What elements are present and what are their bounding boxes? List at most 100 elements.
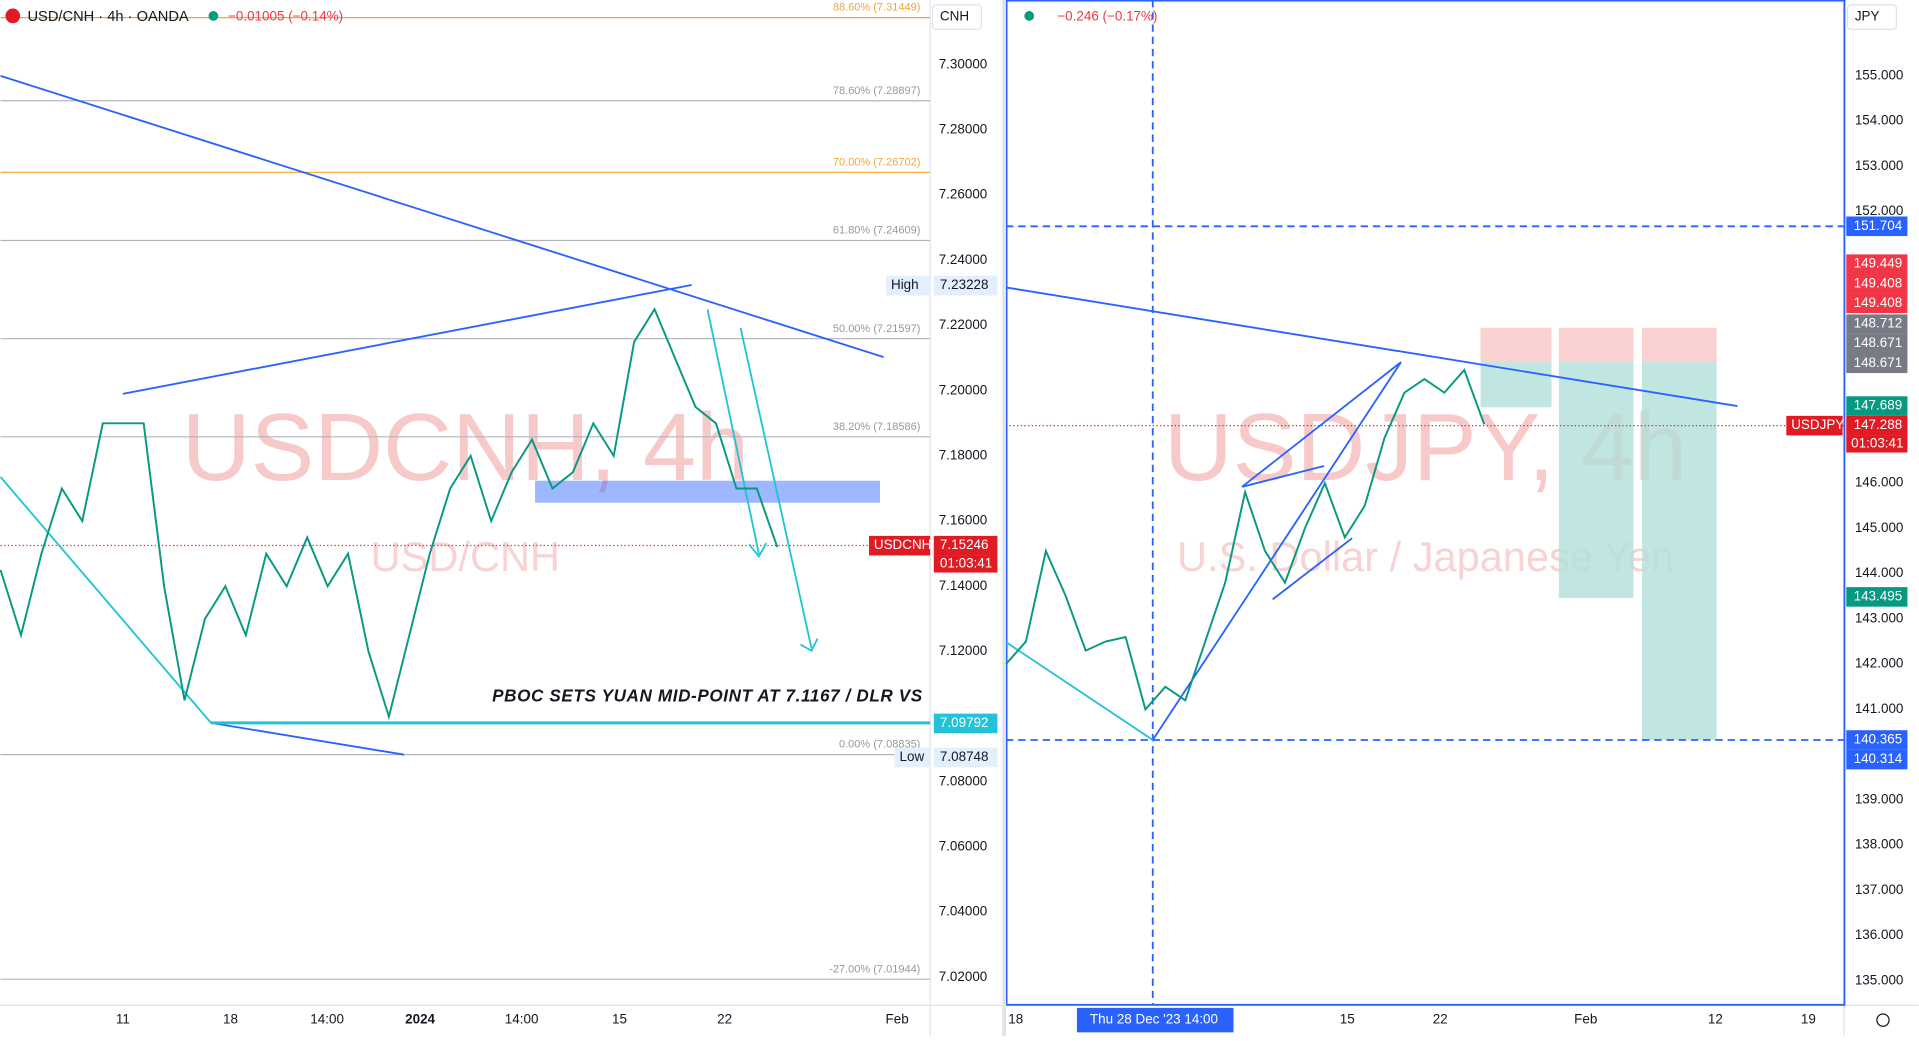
trendline	[1005, 641, 1154, 741]
price-badge-value: 140.314	[1854, 751, 1903, 766]
price-label: 154.000	[1855, 113, 1904, 128]
price-badge	[1846, 396, 1908, 416]
tag: USDJPY	[1791, 417, 1844, 432]
price-label: 7.24000	[939, 252, 988, 267]
price-badge	[1846, 314, 1908, 334]
time-label: 15	[612, 1012, 627, 1027]
timer: 01:03:41	[1851, 436, 1903, 451]
price-label: 7.30000	[939, 56, 988, 71]
time-label: Feb	[886, 1012, 909, 1027]
time-label: 18	[1008, 1012, 1023, 1027]
price-badge	[1846, 293, 1908, 314]
target-zone	[1480, 362, 1552, 408]
arrow-head	[748, 542, 819, 652]
price-path	[0, 307, 779, 721]
price-badge-value: 7.15246	[940, 537, 989, 552]
price-label: 7.04000	[939, 904, 988, 919]
trendline	[1241, 465, 1325, 488]
price-badge-value: 143.495	[1854, 588, 1903, 603]
price-badge-value: 148.671	[1854, 335, 1903, 350]
time-label: Feb	[1574, 1012, 1597, 1027]
price-label: 139.000	[1855, 791, 1904, 806]
time-label: 22	[717, 1012, 732, 1027]
price-label: 7.26000	[939, 187, 988, 202]
status-dot	[1024, 11, 1035, 21]
zone	[535, 480, 880, 503]
price-label: 7.14000	[939, 578, 988, 593]
watermark: USDCNH, 4h	[182, 395, 749, 501]
change: −0.246 (−0.17%)	[1057, 9, 1157, 24]
price-path	[1005, 368, 1486, 712]
price-badge-value: 148.671	[1854, 355, 1903, 370]
price-label: 7.16000	[939, 513, 988, 528]
price-badge	[1846, 730, 1908, 750]
price-badge-value: 7.09792	[940, 715, 989, 730]
price-label: 145.000	[1855, 520, 1904, 535]
tag-badge	[894, 747, 931, 768]
price-badge-value: 149.449	[1854, 256, 1903, 271]
price-badge	[933, 747, 998, 768]
currency: JPY	[1855, 9, 1880, 24]
timer-badge	[933, 555, 998, 573]
price-badge-value: 148.712	[1854, 316, 1903, 331]
target-zone	[1642, 362, 1717, 740]
price-badge-value: 149.408	[1854, 295, 1903, 310]
target-zone	[1558, 362, 1634, 599]
time-label: 14:00	[505, 1012, 539, 1027]
price-badge	[1846, 254, 1908, 274]
currency: CNH	[940, 9, 969, 24]
symbol-title[interactable]: USD/CNH · 4h · OANDA	[27, 9, 188, 25]
price-label: 7.28000	[939, 122, 988, 137]
time-label: 15	[1340, 1012, 1355, 1027]
fib-label: 61.80% (7.24609)	[833, 225, 920, 237]
price-label: 153.000	[1855, 158, 1904, 173]
price-badge-value: 149.408	[1854, 275, 1903, 290]
price-label: 7.22000	[939, 317, 988, 332]
currency-button[interactable]	[931, 4, 983, 30]
price-label: 7.12000	[939, 643, 988, 658]
trendline	[210, 721, 405, 756]
currency-button[interactable]	[1846, 4, 1898, 30]
time-label: Thu 28 Dec '23 14:00	[1090, 1012, 1218, 1027]
trendline	[706, 309, 760, 555]
price-badge	[1846, 273, 1908, 294]
target-zone	[1558, 327, 1634, 363]
price-badge	[933, 713, 998, 734]
price-badge	[1846, 353, 1908, 374]
time-label: 2024	[405, 1012, 435, 1027]
trendline	[1272, 537, 1353, 601]
price-badge	[1846, 333, 1908, 354]
price-badge-value: 7.08748	[940, 749, 989, 764]
price-label: 7.18000	[939, 447, 988, 462]
target-zone	[1480, 327, 1552, 363]
time-label: 14:00	[310, 1012, 344, 1027]
tag: USDCNH	[874, 537, 931, 552]
price-badge-value: 151.704	[1854, 218, 1903, 233]
fib-label: 78.60% (7.28897)	[833, 85, 920, 97]
price-label: 7.20000	[939, 382, 988, 397]
trendline	[0, 476, 212, 724]
price-label: 146.000	[1855, 475, 1904, 490]
price-badge	[1846, 749, 1908, 770]
trendline	[0, 74, 884, 359]
active-pane	[1005, 0, 1846, 1006]
price-label: 152.000	[1855, 203, 1904, 218]
settings-icon[interactable]	[1876, 1013, 1890, 1027]
price-badge-value: 7.23228	[940, 277, 989, 292]
trendline	[122, 284, 692, 395]
fib-label: -27.00% (7.01944)	[829, 963, 920, 975]
splitter[interactable]	[1002, 0, 1006, 1036]
target-zone	[1642, 327, 1717, 363]
price-badge	[1846, 415, 1908, 436]
price-label: 136.000	[1855, 927, 1904, 942]
timer: 01:03:41	[940, 556, 992, 571]
timer-badge	[1846, 435, 1908, 453]
tag: Low	[900, 749, 925, 764]
symbol-icon	[5, 8, 21, 24]
price-label: 7.08000	[939, 773, 988, 788]
crosshair-time-badge	[1076, 1007, 1234, 1033]
tag-badge	[868, 535, 931, 556]
price-label: 137.000	[1855, 882, 1904, 897]
price-badge	[933, 535, 998, 556]
